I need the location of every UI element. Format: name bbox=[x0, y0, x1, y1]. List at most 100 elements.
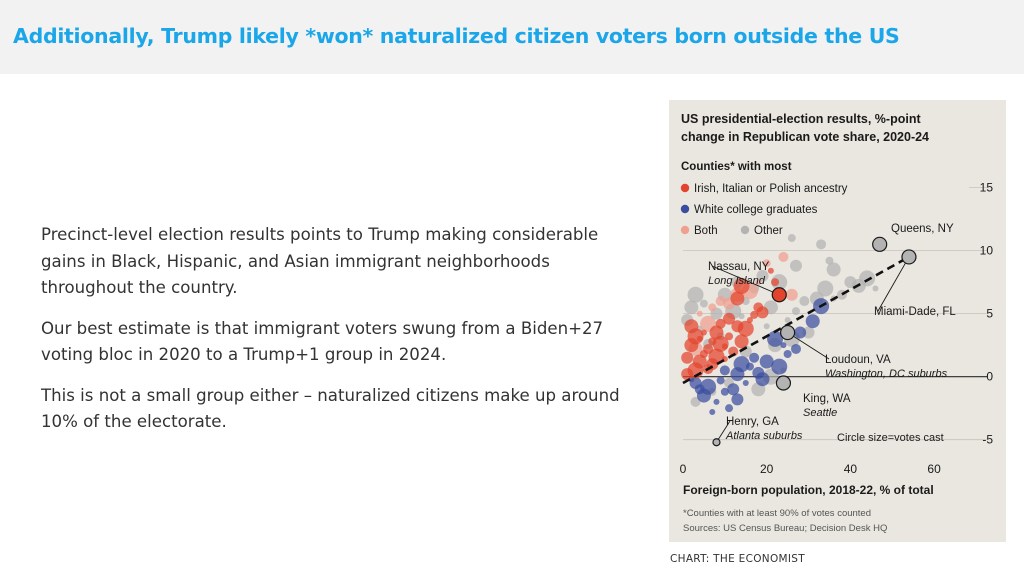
data-point bbox=[756, 306, 769, 319]
labelled-county-layer: Queens, NY Miami-Dade, FL Nassau, NY Long I… bbox=[708, 223, 956, 447]
data-point bbox=[720, 387, 729, 396]
data-point bbox=[733, 277, 750, 294]
data-point bbox=[872, 285, 879, 292]
data-point bbox=[780, 342, 787, 349]
data-point bbox=[727, 383, 740, 396]
axis-ticks: 15 10 5 0 -5 0 20 40 60 bbox=[680, 181, 994, 476]
data-point bbox=[762, 259, 771, 268]
county-label: Nassau, NY bbox=[708, 261, 770, 273]
data-point bbox=[749, 352, 760, 363]
county-sublabel: Seattle bbox=[803, 407, 837, 419]
label-leader-line bbox=[711, 265, 780, 296]
data-point bbox=[771, 274, 788, 291]
circle-size-note: Circle size=votes cast bbox=[837, 432, 944, 444]
legend-marker bbox=[680, 183, 690, 193]
data-point bbox=[738, 313, 745, 320]
data-point bbox=[802, 326, 815, 339]
y-tick-label: -5 bbox=[982, 433, 993, 447]
labelled-county-marker bbox=[780, 324, 796, 341]
footnote: *Counties with at least 90% of votes cou… bbox=[683, 508, 871, 519]
data-point bbox=[715, 318, 726, 329]
data-point bbox=[755, 279, 762, 286]
header-band bbox=[0, 0, 1024, 74]
labelled-county-marker bbox=[771, 287, 787, 303]
legend-label: Irish, Italian or Polish ancestry bbox=[694, 183, 848, 195]
data-point bbox=[859, 270, 876, 287]
county-label: King, WA bbox=[803, 393, 851, 405]
data-point bbox=[745, 362, 754, 371]
x-axis-label: Foreign-born population, 2018-22, % of t… bbox=[683, 483, 934, 497]
data-point bbox=[763, 323, 770, 330]
paragraph-1: Precinct-level election results points t… bbox=[41, 225, 599, 297]
legend-label: Other bbox=[754, 225, 783, 237]
data-point bbox=[755, 372, 770, 387]
scatter-chart: US presidential-election results, %-poin… bbox=[680, 112, 994, 534]
data-point bbox=[767, 267, 774, 274]
paragraph-3: This is not a small group either – natur… bbox=[41, 385, 620, 432]
data-point bbox=[791, 307, 800, 316]
data-point bbox=[681, 351, 694, 364]
data-point bbox=[746, 316, 753, 323]
data-point bbox=[784, 316, 791, 323]
x-tick-label: 20 bbox=[760, 462, 774, 476]
data-point bbox=[783, 349, 792, 358]
data-point bbox=[771, 278, 780, 287]
data-point bbox=[728, 346, 739, 357]
data-point bbox=[687, 286, 704, 303]
county-sublabel: Washington, DC suburbs bbox=[825, 368, 948, 380]
data-point bbox=[713, 398, 720, 405]
legend-label: Both bbox=[694, 225, 718, 237]
labelled-county-marker bbox=[712, 438, 721, 447]
data-point bbox=[700, 329, 707, 336]
x-tick-label: 0 bbox=[680, 462, 687, 476]
chart-title-line-2: change in Republican vote share, 2020-24 bbox=[681, 130, 929, 144]
legend-marker bbox=[740, 225, 750, 235]
data-point bbox=[730, 291, 745, 306]
label-leader-line bbox=[787, 332, 830, 360]
legend: Irish, Italian or Polish ancestry White c… bbox=[680, 183, 848, 237]
chart-credit: CHART: THE ECONOMIST bbox=[670, 553, 805, 565]
data-point bbox=[723, 312, 736, 325]
legend-marker bbox=[680, 204, 690, 214]
data-point bbox=[799, 296, 810, 307]
county-label: Loudoun, VA bbox=[825, 354, 891, 366]
chart-panel: US presidential-election results, %-poin… bbox=[669, 100, 1006, 542]
data-point bbox=[681, 368, 694, 381]
county-sublabel: Atlanta suburbs bbox=[725, 430, 803, 442]
data-point bbox=[699, 299, 708, 308]
data-point bbox=[756, 269, 769, 282]
data-point bbox=[687, 328, 704, 345]
data-point bbox=[825, 256, 834, 265]
county-sublabel: Long Island bbox=[708, 275, 766, 287]
data-point bbox=[778, 251, 789, 262]
data-point bbox=[709, 408, 716, 415]
data-point bbox=[816, 239, 827, 250]
labelled-county-marker bbox=[775, 375, 792, 391]
body-text: Precinct-level election results points t… bbox=[41, 222, 631, 450]
data-point bbox=[731, 393, 744, 406]
data-point bbox=[721, 343, 728, 350]
data-point bbox=[771, 358, 788, 375]
data-point bbox=[733, 356, 750, 373]
bubble-layer bbox=[681, 234, 879, 415]
data-point bbox=[817, 280, 834, 297]
label-leader-line bbox=[877, 256, 910, 312]
data-point bbox=[805, 314, 820, 329]
data-point bbox=[725, 332, 734, 341]
data-point bbox=[826, 262, 841, 277]
data-point bbox=[719, 365, 730, 376]
data-point bbox=[708, 348, 725, 365]
data-point bbox=[725, 404, 734, 413]
data-point bbox=[794, 326, 807, 339]
legend-marker bbox=[680, 225, 690, 235]
labelled-county-marker bbox=[901, 249, 917, 265]
y-tick-label: 15 bbox=[980, 181, 994, 195]
county-label: Miami-Dade, FL bbox=[874, 306, 956, 318]
legend-label: White college graduates bbox=[694, 204, 818, 216]
county-label: Henry, GA bbox=[726, 416, 779, 428]
data-point bbox=[750, 310, 759, 319]
paragraph-2: Our best estimate is that immigrant vote… bbox=[41, 318, 604, 365]
data-point bbox=[734, 334, 749, 349]
data-point bbox=[708, 303, 717, 312]
trendline-layer bbox=[682, 255, 910, 385]
